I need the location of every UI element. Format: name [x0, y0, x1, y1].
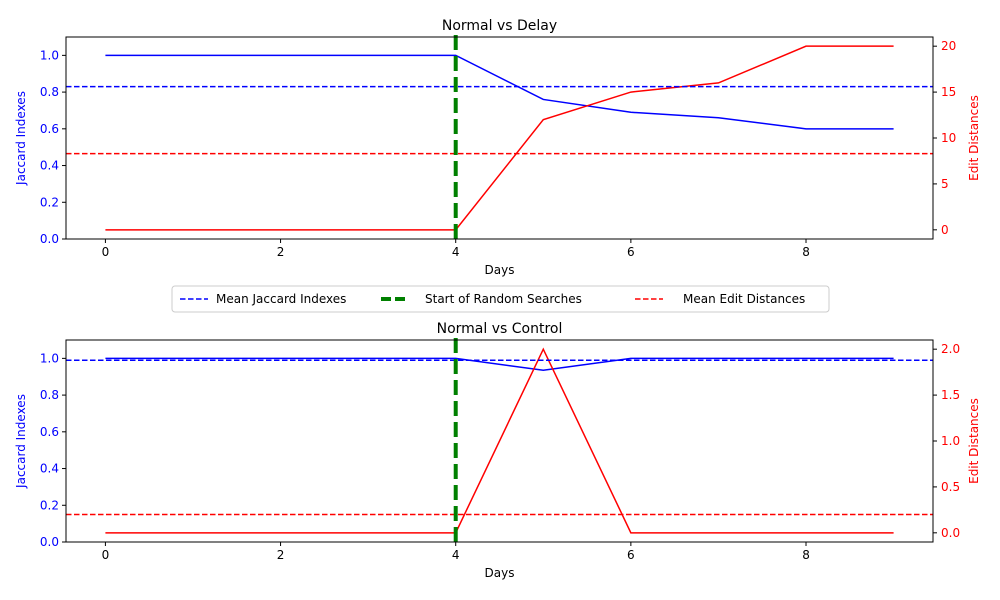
- left-y-tick-label: 0.0: [40, 232, 59, 246]
- left-y-tick-label: 0.2: [40, 498, 59, 512]
- left-y-tick-label: 0.8: [40, 85, 59, 99]
- right-y-tick-label: 20: [941, 39, 956, 53]
- x-tick-label: 8: [802, 548, 810, 562]
- x-tick-label: 2: [277, 245, 285, 259]
- x-tick-label: 0: [102, 548, 110, 562]
- left-y-axis-label: Jaccard Indexes: [14, 91, 28, 186]
- right-y-tick-label: 10: [941, 131, 956, 145]
- right-y-tick-label: 1.0: [941, 434, 960, 448]
- edit-distance-series-line: [105, 45, 894, 231]
- x-tick-label: 4: [452, 245, 460, 259]
- jaccard-series-line: [105, 357, 894, 372]
- left-y-tick-label: 0.6: [40, 425, 59, 439]
- left-y-tick-label: 0.0: [40, 535, 59, 549]
- right-y-tick-label: 0.0: [941, 526, 960, 540]
- x-tick-label: 8: [802, 245, 810, 259]
- left-y-tick-label: 0.4: [40, 462, 59, 476]
- chart-title: Normal vs Control: [437, 321, 563, 337]
- x-tick-label: 6: [627, 548, 635, 562]
- legend-label: Mean Jaccard Indexes: [216, 292, 346, 306]
- chart-title: Normal vs Delay: [442, 18, 557, 34]
- x-axis-label: Days: [485, 263, 515, 277]
- legend: Mean Jaccard Indexes Start of Random Sear…: [171, 285, 830, 313]
- left-y-tick-label: 0.6: [40, 122, 59, 136]
- edit-distance-series-line: [105, 347, 894, 534]
- left-y-tick-label: 1.0: [40, 48, 59, 62]
- right-y-tick-label: 15: [941, 85, 956, 99]
- left-y-tick-label: 1.0: [40, 351, 59, 365]
- panel-normal-vs-delay: Normal vs Delay 0 2 4 6 8 Days 0.0 0.2 0.4 0.6 0.8 1…: [14, 18, 981, 277]
- right-y-tick-label: 0.5: [941, 480, 960, 494]
- legend-label: Mean Edit Distances: [683, 292, 805, 306]
- x-axis-label: Days: [485, 566, 515, 580]
- right-y-tick-label: 0: [941, 223, 949, 237]
- x-tick-label: 4: [452, 548, 460, 562]
- right-y-axis-label: Edit Distances: [967, 95, 981, 181]
- right-y-axis-label: Edit Distances: [967, 398, 981, 484]
- left-y-axis-label: Jaccard Indexes: [14, 394, 28, 489]
- left-y-tick-label: 0.8: [40, 388, 59, 402]
- left-y-tick-label: 0.2: [40, 195, 59, 209]
- x-tick-label: 0: [102, 245, 110, 259]
- axes-frame: [65, 36, 934, 240]
- panel-normal-vs-control: Normal vs Control 0 2 4 6 8 Days 0.0 0.2 0.4 0.6 0.…: [14, 321, 981, 580]
- x-tick-label: 6: [627, 245, 635, 259]
- legend-box: [171, 285, 830, 313]
- x-tick-label: 2: [277, 548, 285, 562]
- right-y-tick-label: 5: [941, 177, 949, 191]
- jaccard-series-line: [105, 54, 894, 130]
- left-y-tick-label: 0.4: [40, 159, 59, 173]
- legend-label: Start of Random Searches: [425, 292, 582, 306]
- right-y-tick-label: 2.0: [941, 342, 960, 356]
- right-y-tick-label: 1.5: [941, 388, 960, 402]
